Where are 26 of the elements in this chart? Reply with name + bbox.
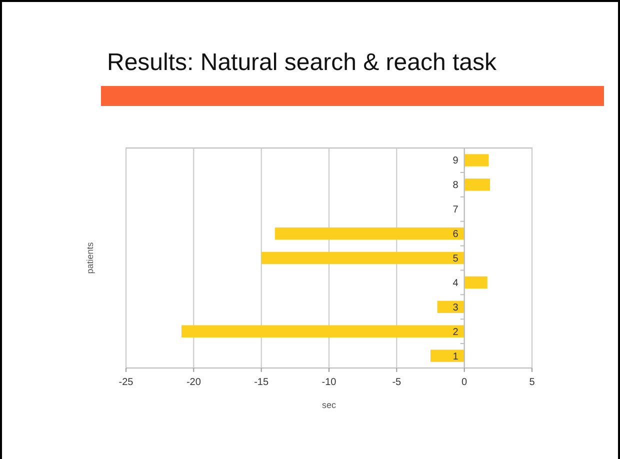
bar bbox=[261, 252, 464, 264]
bar bbox=[181, 325, 464, 338]
bar bbox=[274, 227, 464, 240]
x-tick-label: -15 bbox=[254, 377, 269, 388]
y-tick-label: 2 bbox=[452, 326, 459, 338]
y-tick-label: 5 bbox=[452, 254, 459, 264]
x-tick-label: 5 bbox=[529, 377, 536, 388]
bar bbox=[464, 154, 489, 166]
y-tick-label: 9 bbox=[452, 156, 459, 167]
bar bbox=[464, 276, 488, 289]
x-axis-title: sec bbox=[322, 400, 336, 410]
y-tick-label: 3 bbox=[452, 302, 459, 314]
x-tick-label: -25 bbox=[118, 377, 134, 388]
y-tick-label: 7 bbox=[452, 204, 459, 216]
x-tick-label: -20 bbox=[186, 377, 202, 388]
x-tick-label: 0 bbox=[462, 377, 468, 388]
x-tick-label: -10 bbox=[322, 377, 337, 388]
y-tick-label: 4 bbox=[452, 278, 459, 289]
y-tick-label: 8 bbox=[452, 180, 459, 192]
y-tick-label: 1 bbox=[452, 351, 459, 362]
bar bbox=[430, 350, 464, 362]
x-tick-label: -5 bbox=[392, 377, 402, 388]
y-tick-label: 6 bbox=[452, 229, 459, 240]
bar bbox=[464, 178, 490, 191]
y-axis-title: patients bbox=[85, 242, 95, 274]
chart-title: Results: Natural search & reach task bbox=[107, 49, 498, 76]
